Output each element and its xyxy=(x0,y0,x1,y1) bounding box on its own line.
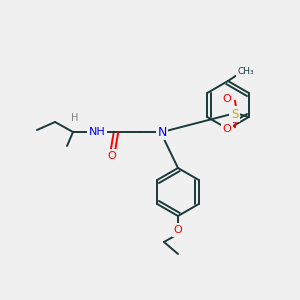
Text: S: S xyxy=(231,107,238,121)
Text: O: O xyxy=(108,151,116,161)
Text: H: H xyxy=(71,113,79,123)
Text: N: N xyxy=(157,125,167,139)
Text: CH₃: CH₃ xyxy=(238,67,254,76)
Text: O: O xyxy=(222,94,231,104)
Text: O: O xyxy=(222,124,231,134)
Text: NH: NH xyxy=(88,127,105,137)
Text: O: O xyxy=(174,225,182,235)
